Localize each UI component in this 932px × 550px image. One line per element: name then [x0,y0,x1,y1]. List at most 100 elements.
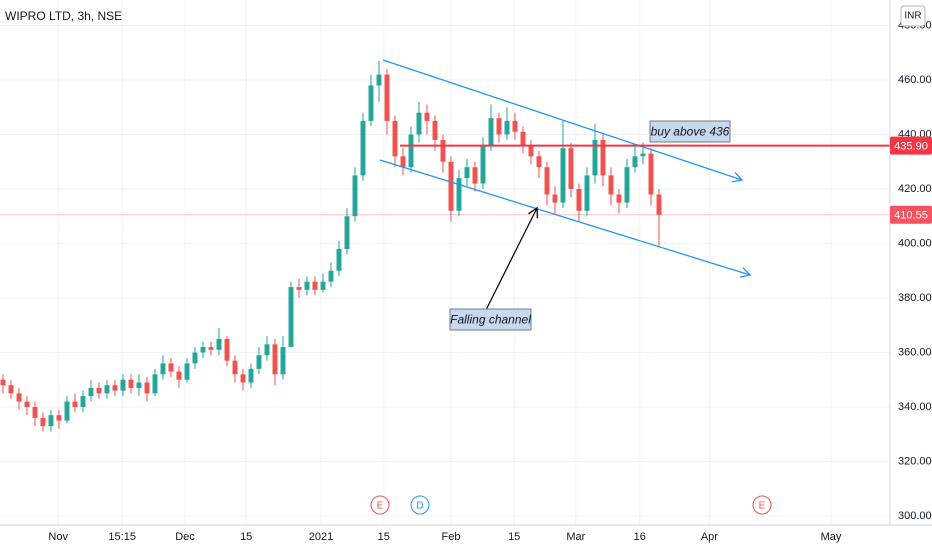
candle-body [408,134,414,168]
candle-body [320,281,326,290]
candle-body [16,393,22,402]
candle-body [416,112,422,135]
y-tick-label: 360.00 [898,346,932,358]
candle-body [288,287,294,348]
candles [0,60,662,432]
candle-body [424,112,430,121]
candle-body [648,153,654,195]
event-label: D [416,501,423,512]
candle-body [392,120,398,157]
candle-body [488,118,494,146]
candle-body [304,281,310,290]
candle-body [144,382,150,394]
candle-body [56,415,62,421]
candle-body [656,194,662,215]
candle-body [8,385,14,394]
x-tick-label: 15:15 [108,531,136,543]
candle-body [296,287,302,290]
candle-body [632,156,638,168]
candle-body [592,139,598,176]
candle-body [136,382,142,388]
price-label-box [890,136,932,155]
event-label: E [759,501,766,512]
candle-body [312,281,318,290]
candle-body [544,167,550,195]
candle-body [536,156,542,168]
x-tick-label: 15 [240,531,252,543]
channel-lower [379,159,752,278]
candle-body [560,148,566,203]
candle-body [248,368,254,383]
candle-body [280,347,286,375]
candle-body [616,194,622,203]
x-tick-label: 15 [508,531,520,543]
candle-body [328,270,334,282]
candle-body [48,415,54,427]
candle-body [104,385,110,394]
candle-body [344,216,350,249]
event-label: E [377,501,384,512]
x-tick-label: Feb [442,531,461,543]
candle-body [456,178,462,211]
candle-body [256,355,262,369]
y-tick-label: 380.00 [898,292,932,304]
y-tick-label: 460.00 [898,74,932,86]
candle-body [440,139,446,162]
candle-body [152,374,158,394]
chart-title: WIPRO LTD, 3h, NSE [5,9,122,23]
x-tick-label: Mar [566,531,585,543]
y-tick-label: 420.00 [898,183,932,195]
price-label: 410.55 [894,210,928,222]
event-marker [752,495,772,515]
annotation-box [649,120,731,143]
candle-body [432,120,438,140]
candle-body [600,139,606,176]
candle-body [32,407,38,418]
y-tick-label: 320.00 [898,455,932,467]
candle-body [0,379,6,386]
overlay: buy above 436 Falling channel E D E [0,120,890,515]
event-marker [410,495,430,515]
channel-upper [382,59,744,183]
candle-body [448,161,454,211]
candle-body [520,131,526,146]
candle-body [184,363,190,380]
candle-body [496,118,502,135]
y-tick-label: 300.00 [898,510,932,522]
candle-body [352,175,358,217]
candle-body [240,374,246,383]
x-tick-label: 2021 [309,531,333,543]
candle-body [512,120,518,132]
candle-body [264,344,270,356]
candle-body [336,248,342,271]
candle-body [40,417,46,427]
x-tick-label: Nov [48,531,68,543]
price-label-box [890,205,932,224]
annotation-box [449,308,532,331]
x-tick-label: Apr [701,531,718,543]
candle-body [400,156,406,168]
candle-body [464,167,470,179]
candle-body [608,175,614,195]
candle-body [272,344,278,375]
grid [0,0,890,525]
price-axis-panel [890,0,932,550]
candle-body [120,379,126,391]
candle-body [216,338,222,350]
candle-body [504,120,510,135]
candle-body [360,120,366,176]
candle-body [80,396,86,408]
candle-body [584,175,590,211]
price-label: 435.90 [894,141,928,153]
currency-box[interactable] [900,5,926,27]
y-tick-label: 400.00 [898,237,932,249]
candle-body [640,153,646,157]
candle-body [232,360,238,375]
candle-body [128,379,134,388]
candle-body [376,74,382,86]
candle-body [224,338,230,361]
candle-body [88,387,94,397]
annotation-text: buy above 436 [651,125,730,139]
candle-body [624,167,630,203]
